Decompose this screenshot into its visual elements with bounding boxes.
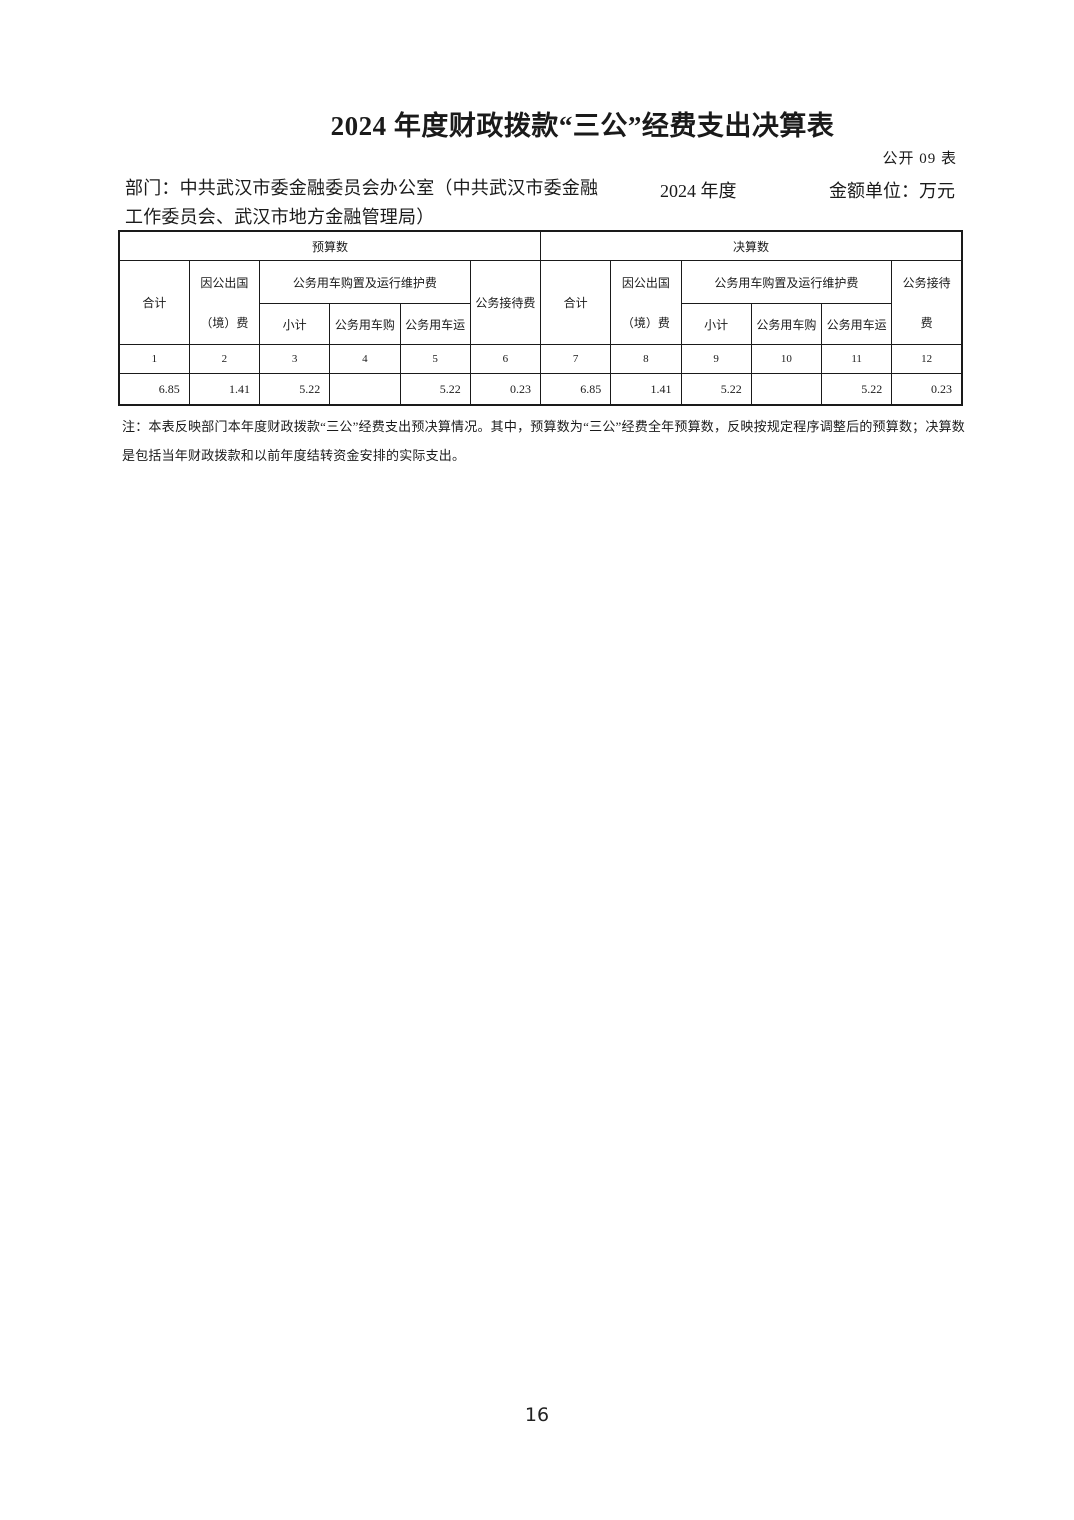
table-note: 注：本表反映部门本年度财政拨款“三公”经费支出预决算情况。其中，预算数为“三公”… [122,419,965,463]
column-number: 9 [680,344,752,374]
budget-abroad-header: 因公出国 （境）费 [188,260,261,345]
section-header-row: 预算数 决算数 [118,230,963,261]
value-cell [750,373,823,406]
page-number: 16 [524,1404,550,1426]
value-cell: 6.85 [118,373,190,406]
value-cell: 5.22 [680,373,752,406]
table-code-label: 公开 09 表 [882,151,957,167]
column-number: 12 [891,344,963,374]
column-number-row: 1 2 3 4 5 6 7 8 9 10 11 12 [118,344,963,374]
budget-vehicle-operation-header: 公务用车运 [399,303,471,345]
value-row: 6.85 1.41 5.22 5.22 0.23 6.85 1.41 5.22 … [118,373,963,406]
page-title: 2024 年度财政拨款“三公”经费支出决算表 [330,111,835,141]
fiscal-year-label: 2024 年度 [660,181,737,201]
value-cell: 0.23 [469,373,542,406]
value-cell: 5.22 [258,373,331,406]
budget-vehicle-purchase-header: 公务用车购 [329,303,401,345]
final-vehicle-subtotal-header: 小计 [680,303,752,345]
column-number: 10 [750,344,823,374]
budget-reception-header: 公务接待费 [469,260,542,345]
value-cell: 1.41 [188,373,261,406]
section-budget-header: 预算数 [118,230,541,261]
column-number: 11 [820,344,893,374]
amount-unit-label: 金额单位：万元 [829,181,955,201]
column-header-row-sub: 小计 公务用车购 公务用车运 小计 公务用车购 公务用车运 [119,303,962,345]
value-cell: 5.22 [820,373,893,406]
final-vehicle-group-header: 公务用车购置及运行维护费 [680,260,893,304]
budget-vehicle-group-header: 公务用车购置及运行维护费 [259,260,471,304]
final-reception-header: 公务接待 费 [891,260,963,345]
three-public-expense-table: 预算数 决算数 合计 因公出国 （境）费 公务用车购置及运行维护费 公务接待费 … [118,230,963,406]
value-cell: 6.85 [539,373,612,406]
final-vehicle-operation-header: 公务用车运 [820,303,893,345]
final-vehicle-purchase-header: 公务用车购 [750,303,823,345]
value-cell [329,373,401,406]
column-number: 8 [610,344,682,374]
final-abroad-header: 因公出国 （境）费 [610,260,682,345]
department-label: 部门：中共武汉市委金融委员会办公室（中共武汉市委金融工作委员会、武汉市地方金融管… [125,178,599,227]
budget-vehicle-subtotal-header: 小计 [258,303,331,345]
column-number: 2 [188,344,261,374]
value-cell: 1.41 [610,373,682,406]
column-number: 4 [329,344,401,374]
column-header-row-top: 合计 因公出国 （境）费 公务用车购置及运行维护费 公务接待费 合计 因公出国 … [118,260,963,345]
column-number: 3 [258,344,331,374]
column-number: 1 [118,344,190,374]
section-final-header: 决算数 [540,230,963,261]
value-cell: 0.23 [891,373,963,406]
column-number: 7 [539,344,612,374]
column-number: 6 [469,344,542,374]
column-number: 5 [399,344,471,374]
budget-total-header: 合计 [118,260,190,345]
final-total-header: 合计 [539,260,612,345]
value-cell: 5.22 [399,373,471,406]
